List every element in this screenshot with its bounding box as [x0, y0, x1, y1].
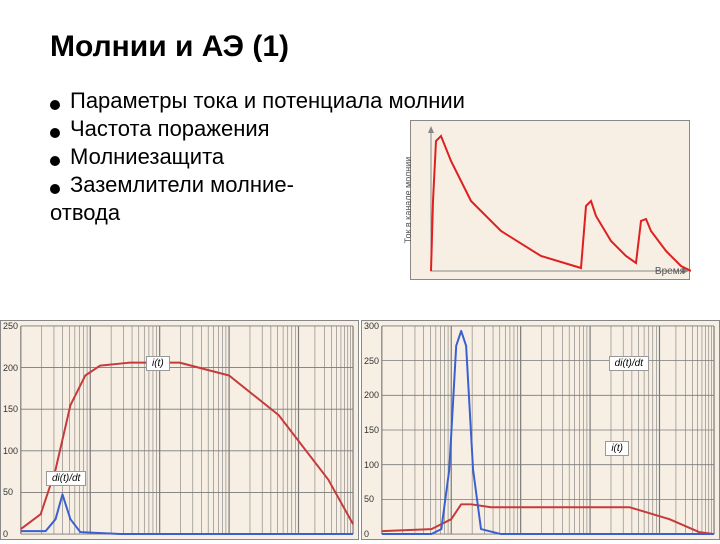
ytick-label: 50 — [364, 494, 374, 504]
ytick-label: 0 — [3, 529, 8, 539]
bullet-dot-icon — [50, 100, 60, 110]
chart-lightning-current-vs-time: Время Ток в канале молнии — [410, 120, 690, 280]
ytick-label: 100 — [364, 460, 379, 470]
ytick-label: 250 — [3, 321, 18, 331]
bottom-chart-row: i(t) di(t)/dt 0 50 100 150 200 250 di(t)/dt i… — [0, 320, 720, 540]
xlabel-top: Время — [655, 266, 685, 277]
chart-bottom-right: di(t)/dt i(t) 0 50 100 150 200 250 300 — [361, 320, 720, 540]
chart-top-svg — [411, 121, 691, 281]
ytick-label: 50 — [3, 487, 13, 497]
chart-br-svg — [362, 321, 719, 539]
bullet-dot-icon — [50, 156, 60, 166]
ytick-label: 0 — [364, 529, 369, 539]
chart-bottom-left: i(t) di(t)/dt 0 50 100 150 200 250 — [0, 320, 359, 540]
label-i-bl: i(t) — [146, 356, 170, 371]
ytick-label: 300 — [364, 321, 379, 331]
chart-bl-svg — [1, 321, 358, 539]
ytick-label: 200 — [3, 363, 18, 373]
ytick-label: 200 — [364, 390, 379, 400]
bullet-text: Молниезащита — [70, 144, 224, 170]
bullet-item: Параметры тока и потенциала молнии — [50, 88, 720, 114]
bullet-text: Заземлители молние- — [70, 172, 294, 198]
bullet-dot-icon — [50, 128, 60, 138]
ylabel-top: Ток в канале молнии — [403, 157, 413, 244]
bullet-text: Параметры тока и потенциала молнии — [70, 88, 465, 114]
label-di-bl: di(t)/dt — [46, 471, 86, 486]
ytick-label: 100 — [3, 446, 18, 456]
bullet-text: Частота поражения — [70, 116, 270, 142]
label-di-br: di(t)/dt — [609, 356, 649, 371]
ytick-label: 150 — [3, 404, 18, 414]
slide-title: Молнии и АЭ (1) — [0, 0, 720, 64]
label-i-br: i(t) — [605, 441, 629, 456]
ytick-label: 250 — [364, 356, 379, 366]
ytick-label: 150 — [364, 425, 379, 435]
bullet-text: отвода — [50, 200, 120, 226]
bullet-dot-icon — [50, 184, 60, 194]
